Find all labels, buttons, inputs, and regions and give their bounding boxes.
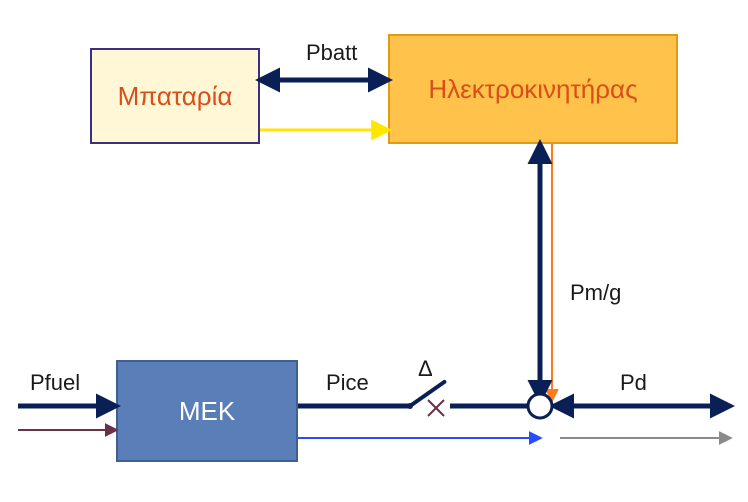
delta-label: Δ <box>418 356 433 382</box>
pice-label: Pice <box>326 370 369 396</box>
battery-box: Μπαταρία <box>90 48 260 144</box>
pd-label: Pd <box>620 370 647 396</box>
pmg-label: Pm/g <box>570 280 621 306</box>
pfuel-label: Pfuel <box>30 370 80 396</box>
mek-box: ΜΕΚ <box>116 360 298 462</box>
electric-motor-box: Ηλεκτροκινητήρας <box>388 34 678 144</box>
mek-label: ΜΕΚ <box>179 396 235 427</box>
electric-motor-label: Ηλεκτροκινητήρας <box>428 74 637 105</box>
battery-label: Μπαταρία <box>118 81 233 112</box>
pbatt-label: Pbatt <box>306 40 357 66</box>
